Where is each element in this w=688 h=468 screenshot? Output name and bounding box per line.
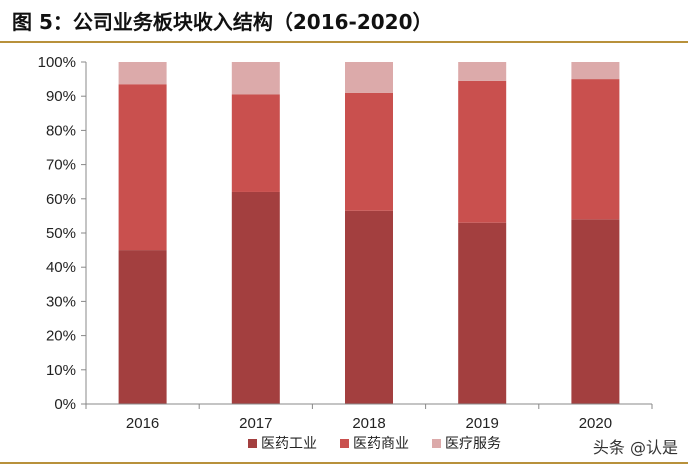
bar-segment-2020-s1 [571, 79, 620, 220]
chart-title: 图 5：公司业务板块收入结构（2016-2020） [12, 10, 433, 34]
bar-segment-2017-s0 [231, 191, 280, 404]
bar-segment-2019-s2 [458, 62, 507, 81]
y-tick-label: 10% [46, 362, 76, 379]
bar-segment-2018-s1 [345, 92, 393, 211]
legend-swatch [432, 439, 441, 448]
y-tick-label: 0% [54, 396, 76, 413]
y-tick-label: 30% [46, 293, 76, 310]
bar-segment-2019-s1 [458, 80, 507, 223]
y-tick-label: 20% [46, 328, 76, 345]
legend-label: 医药工业 [261, 436, 317, 452]
y-tick-label: 50% [46, 225, 76, 242]
bar-segment-2016-s2 [118, 62, 167, 85]
y-tick-label: 90% [46, 88, 76, 105]
y-axis: 0% 10% 20% 30% 40% 50% 60% 70% 80% 90% 100% [38, 54, 87, 413]
y-tick-label: 80% [46, 122, 76, 139]
watermark: 头条 @认是 [592, 438, 678, 457]
y-tick-label: 40% [46, 259, 76, 276]
x-tick-label: 2016 [126, 415, 159, 432]
bar-segment-2017-s2 [231, 62, 280, 95]
legend-swatch [248, 439, 257, 448]
bars [118, 62, 620, 404]
legend-label: 医疗服务 [445, 436, 501, 452]
bar-segment-2019-s0 [458, 222, 507, 404]
y-tick-label: 60% [46, 191, 76, 208]
y-tick-label: 70% [46, 157, 76, 174]
legend: 医药工业 医药商业 医疗服务 [248, 436, 501, 452]
bar-segment-2018-s0 [345, 210, 393, 404]
x-tick-label: 2020 [579, 415, 612, 432]
x-tick-label: 2018 [352, 415, 385, 432]
bar-segment-2016-s0 [118, 250, 167, 404]
bottom-divider [0, 462, 688, 464]
title-bar: 图 5：公司业务板块收入结构（2016-2020） [0, 0, 688, 43]
x-tick-label: 2019 [466, 415, 499, 432]
title-divider [0, 41, 688, 43]
legend-swatch [340, 439, 349, 448]
x-tick-label: 2017 [239, 415, 272, 432]
x-axis: 2016 2017 2018 2019 2020 [85, 403, 653, 432]
bar-segment-2017-s1 [231, 94, 280, 192]
bar-segment-2016-s1 [118, 84, 167, 251]
bar-segment-2020-s2 [571, 62, 620, 80]
y-tick-label: 100% [38, 54, 76, 71]
bar-segment-2020-s0 [571, 219, 620, 404]
bar-segment-2018-s2 [345, 62, 393, 93]
legend-label: 医药商业 [353, 436, 409, 452]
